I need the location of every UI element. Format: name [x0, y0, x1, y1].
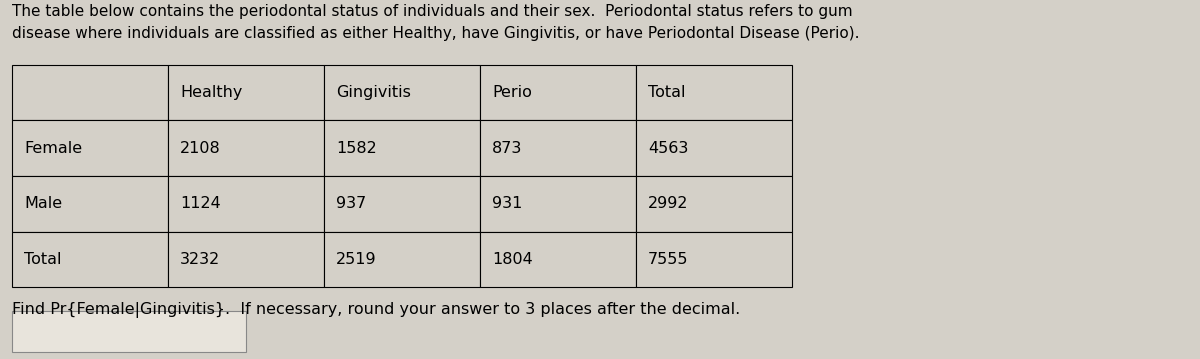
Text: Male: Male [24, 196, 62, 211]
Bar [636, 65, 792, 120]
Text: 2519: 2519 [336, 252, 377, 267]
Text: 1124: 1124 [180, 196, 221, 211]
Bar [168, 232, 324, 287]
Text: 931: 931 [492, 196, 522, 211]
Bar [324, 120, 480, 176]
Text: 4563: 4563 [648, 141, 689, 155]
Bar [12, 120, 168, 176]
Bar [636, 232, 792, 287]
Bar [168, 120, 324, 176]
Bar [636, 120, 792, 176]
Text: 873: 873 [492, 141, 522, 155]
Text: 3232: 3232 [180, 252, 221, 267]
Text: Total: Total [24, 252, 61, 267]
Text: Total: Total [648, 85, 685, 100]
Bar [12, 232, 168, 287]
Text: 1804: 1804 [492, 252, 533, 267]
Bar [12, 311, 246, 352]
Text: Find Pr{Female|Gingivitis}.  If necessary, round your answer to 3 places after t: Find Pr{Female|Gingivitis}. If necessary… [12, 302, 740, 318]
Bar [168, 65, 324, 120]
Text: 2992: 2992 [648, 196, 689, 211]
Text: Gingivitis: Gingivitis [336, 85, 410, 100]
Text: Female: Female [24, 141, 82, 155]
Bar [324, 65, 480, 120]
Bar [12, 176, 168, 232]
Bar [168, 176, 324, 232]
Text: Healthy: Healthy [180, 85, 242, 100]
Bar [480, 120, 636, 176]
Bar [324, 232, 480, 287]
Text: 937: 937 [336, 196, 366, 211]
Text: 2108: 2108 [180, 141, 221, 155]
Bar [636, 176, 792, 232]
Bar [480, 65, 636, 120]
Bar [12, 65, 168, 120]
Text: 7555: 7555 [648, 252, 689, 267]
Bar [324, 176, 480, 232]
Text: Perio: Perio [492, 85, 532, 100]
Bar [480, 232, 636, 287]
Text: The table below contains the periodontal status of individuals and their sex.  P: The table below contains the periodontal… [12, 4, 859, 41]
Text: 1582: 1582 [336, 141, 377, 155]
Bar [480, 176, 636, 232]
